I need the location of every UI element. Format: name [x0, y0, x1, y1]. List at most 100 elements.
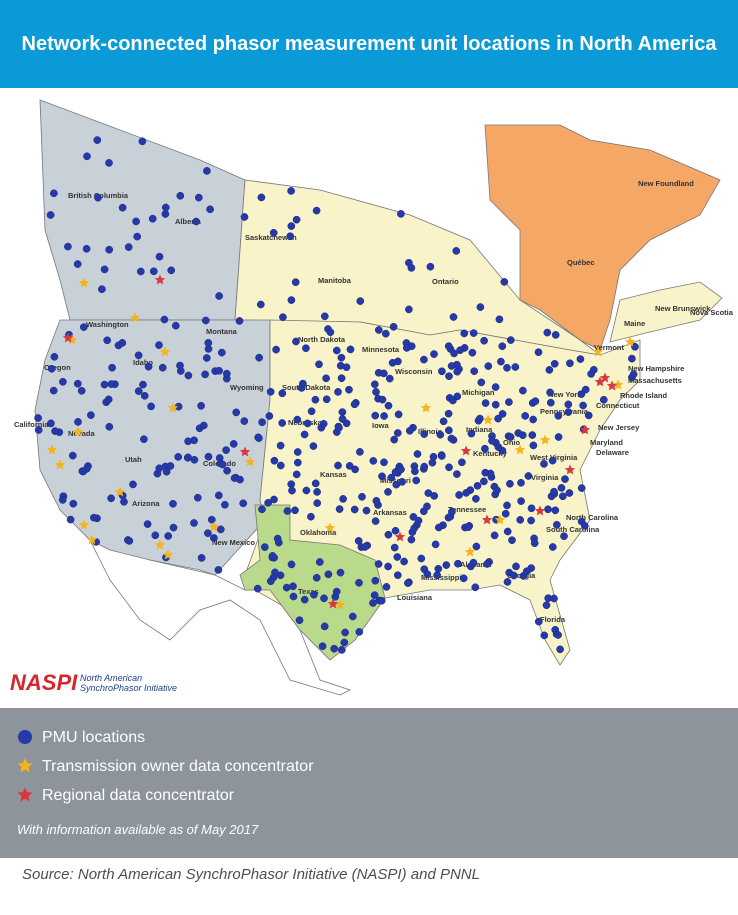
pmu-dot	[412, 476, 421, 485]
pmu-dot	[371, 517, 380, 525]
pmu-dot	[120, 497, 128, 506]
pmu-dot	[420, 430, 429, 438]
pmu-dot	[310, 590, 318, 599]
pmu-dot	[377, 596, 386, 605]
pmu-dot	[423, 570, 432, 579]
pmu-dot	[476, 303, 485, 311]
pmu-dot	[307, 512, 315, 521]
pmu-dot	[384, 488, 392, 496]
pmu-dot	[98, 285, 106, 294]
pmu-dot	[100, 380, 109, 389]
pmu-dot	[114, 341, 123, 350]
pmu-dot	[50, 189, 58, 198]
pmu-dot	[223, 466, 231, 475]
pmu-dot	[276, 441, 285, 450]
region-label: Arkansas	[373, 508, 407, 517]
to-concentrator	[208, 521, 220, 532]
pmu-dot	[542, 601, 551, 610]
pmu-dot	[300, 595, 309, 604]
pmu-dot	[69, 499, 78, 508]
pmu-dot	[384, 562, 392, 571]
pmu-dot	[420, 355, 428, 364]
pmu-dot	[528, 431, 537, 439]
pmu-dot	[140, 435, 148, 444]
pmu-dot	[292, 337, 300, 346]
pmu-dot	[484, 362, 493, 370]
pmu-dot	[469, 329, 478, 337]
regional-concentrator	[599, 372, 611, 383]
pmu-dot	[79, 467, 88, 476]
pmu-dot	[338, 408, 347, 416]
pmu-dot	[516, 516, 525, 524]
pmu-dot	[140, 391, 149, 400]
region-label: Missouri	[380, 476, 411, 485]
regional-concentrator	[62, 332, 74, 343]
region-label: New Jersey	[598, 423, 640, 432]
pmu-dot	[269, 228, 278, 237]
pmu-dot	[546, 398, 555, 407]
pmu-dot	[473, 481, 482, 490]
pmu-dot	[445, 372, 453, 381]
pmu-dot	[506, 336, 515, 344]
pmu-dot	[544, 505, 552, 514]
pmu-dot	[468, 348, 477, 357]
pmu-dot	[335, 423, 343, 432]
region-canada-west	[39, 99, 246, 321]
pmu-dot	[49, 386, 58, 395]
pmu-dot	[452, 247, 461, 255]
pmu-dot	[564, 408, 573, 416]
pmu-dot	[214, 491, 223, 500]
pmu-dot	[397, 210, 405, 218]
pmu-dot	[517, 478, 525, 487]
pmu-dot	[190, 455, 199, 464]
pmu-dot	[540, 631, 549, 640]
pmu-dot	[447, 362, 456, 370]
to-concentrator	[494, 514, 506, 525]
pmu-dot	[369, 599, 377, 607]
pmu-dot	[273, 534, 282, 543]
pmu-dot	[444, 409, 453, 418]
pmu-dot	[73, 260, 82, 268]
pmu-dot	[350, 400, 359, 409]
region-label: Virginia	[531, 473, 559, 482]
region-label: Tennessee	[448, 505, 486, 514]
pmu-dot	[491, 400, 500, 409]
pmu-dot	[430, 492, 439, 500]
to-concentrator	[46, 444, 58, 455]
title: Network-connected phasor measurement uni…	[21, 33, 717, 55]
pmu-dot	[169, 523, 178, 532]
pmu-dot	[545, 366, 554, 374]
pmu-dot	[521, 412, 530, 420]
regional-concentrator	[481, 514, 493, 525]
pmu-dot	[194, 193, 203, 202]
pmu-dot	[215, 366, 223, 375]
pmu-dot	[203, 167, 211, 175]
region-label: Arizona	[132, 499, 160, 508]
pmu-dot	[270, 495, 278, 504]
pmu-dot	[161, 203, 170, 212]
pmu-dot	[295, 616, 304, 625]
to-concentrator	[159, 346, 171, 357]
pmu-dot	[437, 452, 446, 460]
pmu-dot	[430, 350, 438, 358]
region-label: New Foundland	[638, 179, 694, 188]
pmu-dot	[82, 244, 91, 253]
pmu-dot	[132, 217, 140, 226]
pmu-dot	[551, 506, 560, 515]
pmu-dot	[350, 505, 359, 514]
region-label: Washington	[86, 320, 129, 329]
pmu-dot	[292, 470, 301, 479]
pmu-dot	[453, 470, 461, 478]
pmu-dot	[628, 354, 636, 363]
pmu-dot	[256, 300, 265, 309]
pmu-dot	[389, 322, 398, 331]
pmu-dot	[431, 540, 440, 549]
to-concentrator	[539, 434, 551, 445]
pmu-dot	[384, 401, 393, 410]
pmu-dot	[345, 385, 353, 394]
legend: PMU locations Transmission owner data co…	[0, 708, 738, 858]
pmu-dot	[453, 367, 462, 376]
to-concentrator	[464, 546, 476, 557]
pmu-dot	[450, 349, 458, 358]
pmu-dot	[371, 411, 380, 420]
